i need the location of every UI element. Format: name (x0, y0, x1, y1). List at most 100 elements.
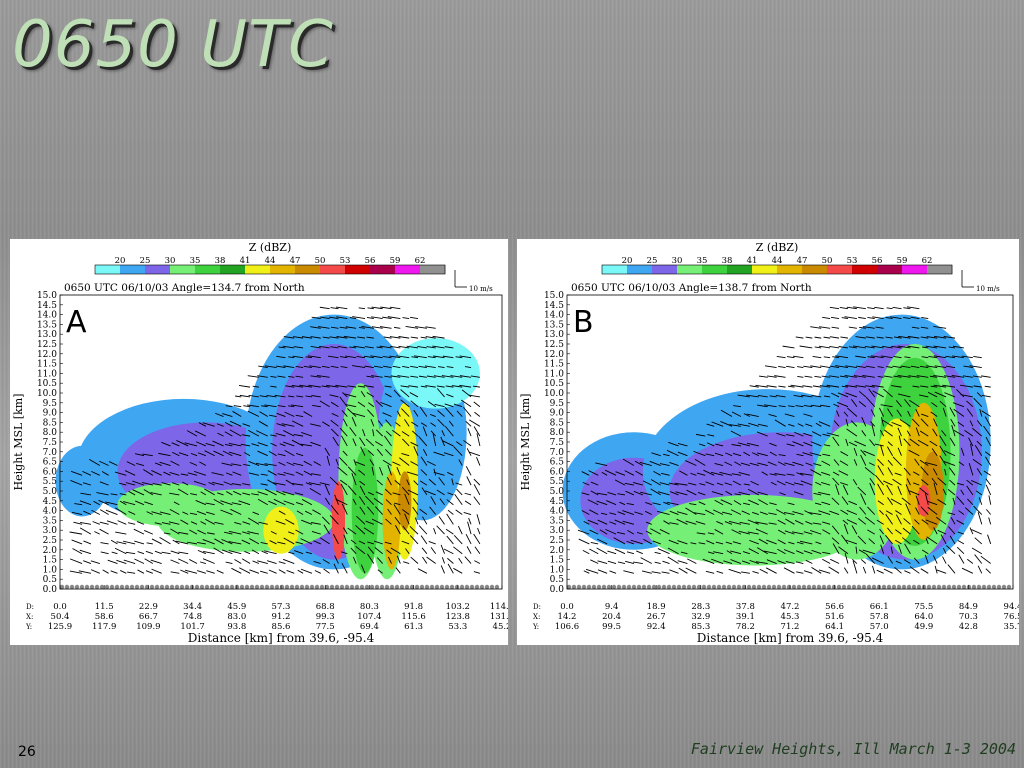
wind-vector (450, 375, 463, 378)
wind-vector (341, 551, 348, 555)
wind-vector (459, 355, 472, 359)
wind-vector (921, 317, 929, 319)
wind-vector (985, 478, 992, 486)
wind-vector (914, 519, 920, 525)
wind-vector (668, 441, 679, 447)
wind-vector (355, 545, 366, 555)
wind-vector (943, 335, 956, 339)
wind-vector (184, 442, 198, 447)
wind-vector (400, 389, 410, 398)
wind-vector (693, 450, 706, 457)
ground-marker (184, 584, 190, 590)
x-table-value: 77.5 (316, 622, 335, 632)
ground-marker (299, 584, 305, 590)
wind-vector (440, 565, 445, 574)
wind-vector (805, 336, 813, 339)
wind-vector (453, 403, 463, 408)
wind-vector (733, 500, 742, 506)
colorbar-swatch (295, 265, 321, 274)
wind-vector (737, 442, 750, 447)
x-table-value: 84.9 (959, 602, 978, 612)
wind-vector (984, 416, 992, 427)
x-table-value: 37.8 (736, 602, 755, 612)
wind-vector (582, 549, 590, 555)
wind-vector (785, 434, 795, 437)
wind-vector (841, 534, 849, 545)
wind-vector (652, 502, 661, 506)
wind-vector (840, 482, 849, 486)
wind-vector (910, 316, 920, 319)
wind-vector (800, 480, 813, 486)
wind-vector (663, 453, 670, 457)
wind-vector (880, 417, 885, 427)
ground-marker (926, 584, 932, 590)
wind-vector (983, 425, 992, 437)
wind-vector (844, 375, 857, 378)
wind-vector (747, 519, 759, 525)
wind-vector (891, 385, 902, 388)
wind-vector (872, 565, 876, 574)
wind-vector (759, 375, 768, 378)
wind-vector (292, 355, 304, 359)
wind-vector (422, 448, 428, 456)
wind-vector (310, 326, 321, 329)
wind-vector (295, 541, 304, 545)
ground-marker (901, 584, 907, 590)
wind-vector (734, 493, 742, 496)
wind-vector (476, 457, 481, 466)
wind-vector (324, 484, 331, 496)
wind-vector (248, 429, 260, 437)
wind-vector (330, 326, 339, 329)
wind-vector (99, 509, 109, 515)
wind-vector (438, 516, 445, 525)
wind-vector (911, 326, 920, 329)
ground-marker (454, 584, 460, 590)
wind-vector (949, 407, 956, 417)
wind-vector (367, 541, 374, 545)
ground-marker (651, 584, 657, 590)
y-tick-label: 11.5 (544, 360, 564, 370)
wind-vector (710, 471, 724, 476)
wind-vector (323, 568, 330, 574)
wind-vector (360, 564, 366, 574)
wind-vector (297, 569, 304, 574)
wind-vector (364, 346, 374, 349)
wind-vector (903, 467, 911, 476)
wind-vector (848, 500, 858, 506)
wind-vector (432, 335, 445, 339)
wind-vector (988, 495, 992, 505)
ground-marker (339, 584, 345, 590)
wind-vector (934, 365, 947, 368)
wind-vector (359, 437, 366, 447)
wind-vector (107, 559, 118, 564)
wind-vector (474, 560, 481, 564)
y-tick-label: 6.0 (550, 467, 565, 477)
wind-vector (396, 466, 401, 476)
wind-vector (458, 557, 463, 564)
wind-vector (283, 537, 295, 545)
wind-vector (968, 437, 974, 447)
wind-vector (433, 375, 445, 378)
wind-vector (473, 484, 481, 496)
wind-vector (805, 423, 813, 427)
y-tick-label: 0.0 (43, 585, 58, 595)
wind-vector (904, 543, 911, 554)
wind-vector (731, 444, 742, 447)
wind-vector (358, 326, 366, 329)
wind-vector (725, 490, 733, 496)
wind-vector (903, 518, 911, 525)
colorbar-swatch (95, 265, 121, 274)
wind-vector (336, 336, 348, 339)
wind-vector (371, 375, 383, 378)
x-table-value: 91.2 (272, 612, 291, 622)
colorbar-swatch (802, 265, 828, 274)
wind-vector (114, 547, 127, 555)
wind-vector (615, 471, 626, 476)
wind-vector (311, 395, 321, 398)
wind-vector (401, 431, 410, 437)
wind-vector (352, 498, 357, 505)
wind-vector (645, 521, 652, 525)
wind-vector (70, 470, 83, 476)
wind-vector (207, 532, 215, 535)
wind-vector (385, 518, 392, 525)
